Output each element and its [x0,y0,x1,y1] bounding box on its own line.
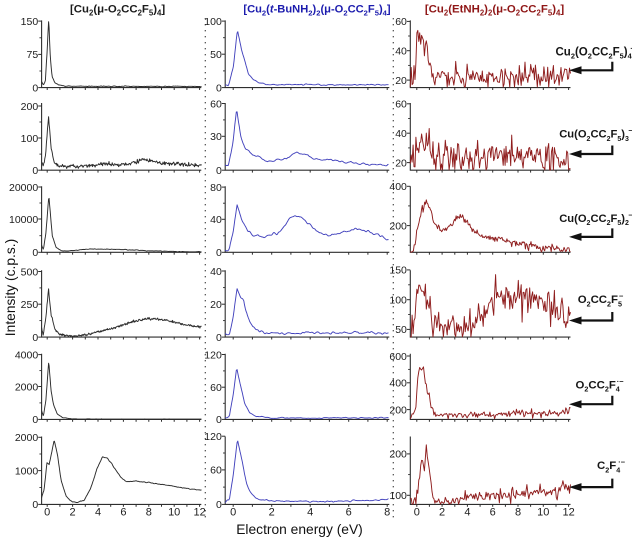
svg-text:0: 0 [216,414,222,426]
svg-text:200: 200 [21,101,39,113]
svg-text:20: 20 [210,299,222,311]
svg-text:400: 400 [389,181,407,193]
svg-text:200: 200 [389,220,407,232]
svg-text:2: 2 [70,507,76,519]
svg-text:100: 100 [204,16,222,28]
svg-text:0: 0 [216,247,222,259]
svg-text:0: 0 [216,499,222,511]
svg-text:12: 12 [193,507,205,519]
svg-text:200: 200 [389,449,407,461]
svg-text:0: 0 [32,82,38,94]
svg-text:0: 0 [216,165,222,177]
svg-text:10: 10 [168,507,180,519]
svg-text:4: 4 [95,507,101,519]
svg-text:0: 0 [32,499,38,511]
svg-text:60: 60 [395,16,407,28]
svg-text:500: 500 [21,266,39,278]
svg-text:O2CC2F4·−: O2CC2F4·− [576,377,625,394]
svg-text:1000: 1000 [15,465,39,477]
svg-text:10000: 10000 [9,214,38,226]
svg-text:150: 150 [389,265,407,277]
svg-text:4: 4 [307,507,313,519]
svg-text:60: 60 [210,382,222,394]
svg-text:600: 600 [389,351,407,363]
svg-text:250: 250 [21,299,39,311]
svg-text:100: 100 [389,295,407,307]
svg-text:Cu(O2CC2F5)2−: Cu(O2CC2F5)2− [559,210,632,227]
svg-text:400: 400 [389,378,407,390]
svg-text:20000: 20000 [9,182,38,194]
svg-text:Intensity (c.p.s.): Intensity (c.p.s.) [3,239,18,336]
svg-text:0: 0 [32,165,38,177]
svg-text:12: 12 [562,507,574,519]
svg-text:200: 200 [389,404,407,416]
svg-text:0: 0 [414,507,420,519]
svg-text:40: 40 [395,128,407,140]
svg-text:0: 0 [216,332,222,344]
svg-text:Cu(O2CC2F5)3−: Cu(O2CC2F5)3− [559,126,632,143]
svg-text:0: 0 [32,332,38,344]
svg-text:6: 6 [346,507,352,519]
svg-text:0: 0 [32,247,38,259]
svg-text:120: 120 [204,349,222,361]
svg-text:80: 80 [210,182,222,194]
svg-text:100: 100 [21,133,39,145]
svg-text:120: 120 [204,431,222,443]
svg-text:40: 40 [395,46,407,58]
svg-text:50: 50 [395,324,407,336]
svg-text:40: 40 [210,266,222,278]
svg-text:Electron energy (eV): Electron energy (eV) [236,522,363,537]
svg-text:2: 2 [269,507,275,519]
svg-text:20: 20 [395,75,407,87]
svg-text:8: 8 [146,507,152,519]
svg-text:6: 6 [490,507,496,519]
svg-text:8: 8 [515,507,521,519]
svg-text:50: 50 [210,49,222,61]
svg-text:100: 100 [389,490,407,502]
svg-text:40: 40 [210,214,222,226]
svg-text:8: 8 [384,507,390,519]
svg-text:2000: 2000 [15,381,39,393]
svg-text:20: 20 [395,157,407,169]
svg-text:4000: 4000 [15,349,39,361]
svg-text:10: 10 [537,507,549,519]
svg-text:0: 0 [32,414,38,426]
svg-text:2000: 2000 [15,432,39,444]
svg-text:60: 60 [395,99,407,111]
svg-text:0: 0 [216,82,222,94]
svg-text:60: 60 [210,98,222,110]
svg-text:4: 4 [464,507,470,519]
svg-text:150: 150 [21,16,39,28]
svg-text:75: 75 [27,49,39,61]
svg-text:0: 0 [44,507,50,519]
svg-text:30: 30 [210,131,222,143]
svg-text:6: 6 [120,507,126,519]
svg-text:0: 0 [230,507,236,519]
svg-text:2: 2 [439,507,445,519]
svg-text:O2CC2F5−: O2CC2F5− [578,292,624,309]
svg-text:60: 60 [210,465,222,477]
